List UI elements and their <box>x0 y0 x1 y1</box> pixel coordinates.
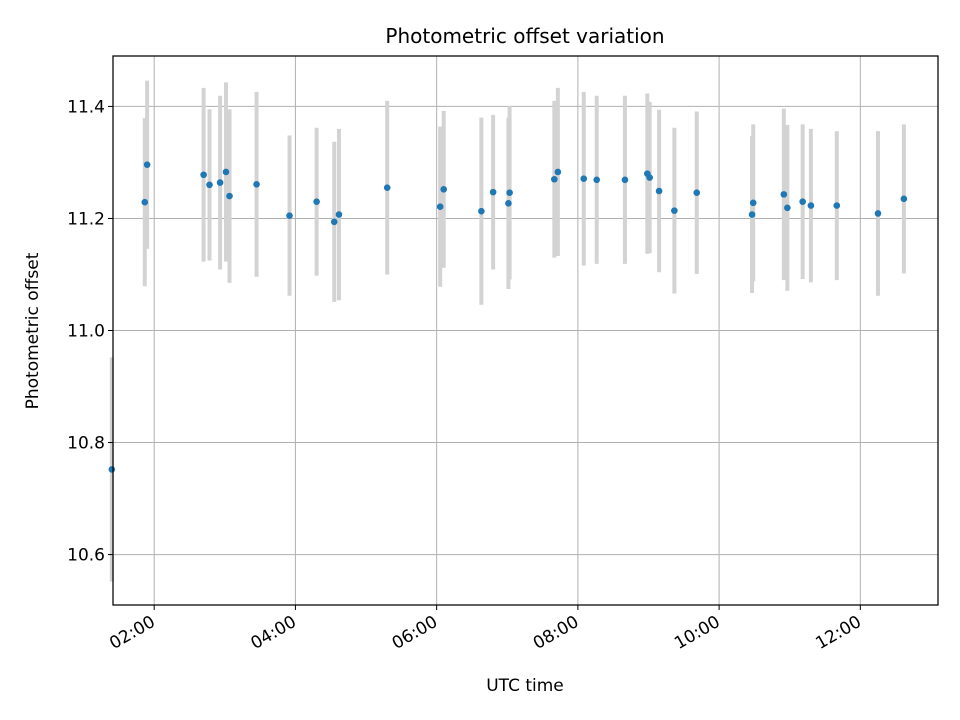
data-point <box>807 202 815 209</box>
data-point <box>799 198 806 205</box>
y-tick-label: 10.8 <box>67 434 105 454</box>
data-point <box>478 207 485 215</box>
data-point <box>489 188 497 196</box>
data-point <box>143 161 151 168</box>
data-point <box>226 192 233 200</box>
y-tick-label: 10.6 <box>67 546 105 566</box>
grid-lines <box>113 56 938 605</box>
data-point <box>784 204 791 212</box>
data-point <box>551 175 558 183</box>
y-tick-label: 11.4 <box>67 97 105 117</box>
data-point <box>593 176 601 184</box>
data-point <box>330 218 338 226</box>
data-point <box>621 176 629 184</box>
x-axis-label: UTC time <box>486 676 564 696</box>
data-point <box>874 210 882 217</box>
data-point <box>436 203 444 210</box>
data-point <box>440 186 448 193</box>
data-point <box>313 198 320 205</box>
data-point <box>200 171 207 179</box>
y-tick-label: 11.2 <box>67 209 105 229</box>
data-point <box>693 189 701 196</box>
data-point <box>646 174 653 181</box>
data-point <box>108 466 116 473</box>
data-point <box>554 168 562 176</box>
data-points <box>108 161 908 473</box>
data-point <box>749 199 757 207</box>
data-point <box>253 180 260 188</box>
data-point <box>505 200 512 207</box>
data-point <box>286 212 293 219</box>
data-point <box>335 211 343 218</box>
y-axis-ticks: 10.6 10.8 11.0 11.2 11.4 <box>67 97 113 566</box>
data-point <box>141 198 149 206</box>
y-axis-label: Photometric offset <box>23 252 43 409</box>
data-point <box>216 179 224 186</box>
data-point <box>506 189 513 196</box>
data-point <box>580 175 588 182</box>
data-point <box>206 181 213 189</box>
y-tick-label: 11.0 <box>67 322 105 342</box>
data-point <box>655 187 663 195</box>
data-point <box>671 207 678 214</box>
data-point <box>383 184 391 191</box>
data-point <box>748 211 756 218</box>
data-point <box>833 202 841 209</box>
data-point <box>222 168 230 176</box>
data-point <box>780 191 788 198</box>
chart-title: Photometric offset variation <box>385 24 664 48</box>
data-point <box>900 195 908 203</box>
